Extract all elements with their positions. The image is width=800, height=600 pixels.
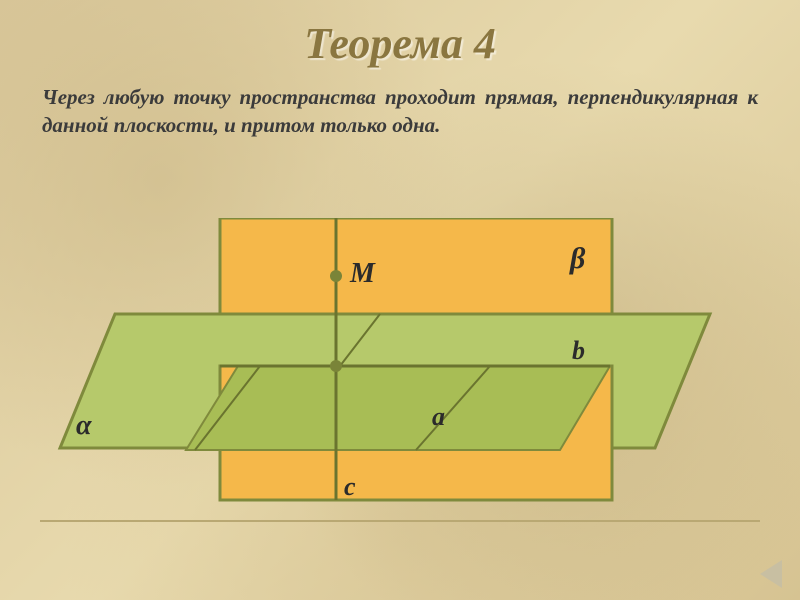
label-b: b: [572, 336, 585, 366]
slide-content: Теорема 4 Через любую точку пространства…: [0, 0, 800, 600]
label-M: М: [350, 258, 375, 290]
divider-line: [40, 520, 760, 522]
prev-slide-button[interactable]: [760, 560, 782, 588]
label-beta: β: [570, 242, 585, 276]
theorem-statement: Через любую точку пространства проходит …: [42, 83, 758, 140]
point-M: [330, 270, 342, 282]
geometry-diagram: М β b a α с: [0, 218, 800, 538]
point-intersection: [330, 360, 342, 372]
diagram-svg: [0, 218, 800, 538]
page-title: Теорема 4: [0, 18, 800, 69]
label-a: a: [432, 402, 445, 432]
label-alpha: α: [76, 410, 92, 442]
label-c: с: [344, 472, 356, 502]
